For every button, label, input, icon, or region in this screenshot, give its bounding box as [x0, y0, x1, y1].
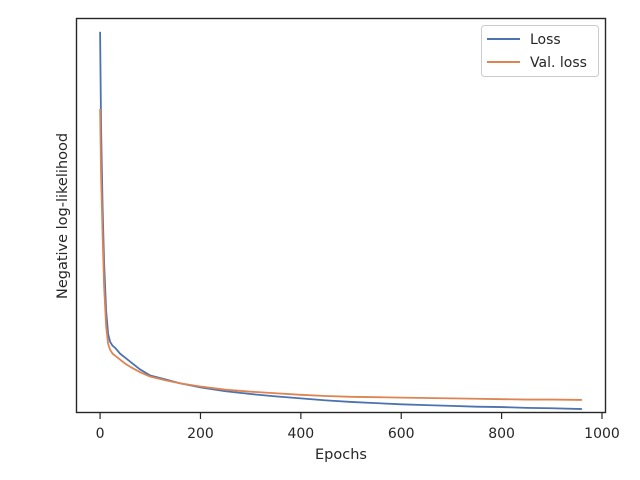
val-loss-series-line [99, 108, 582, 401]
plot-lines [99, 31, 582, 410]
legend: Loss Val. loss [481, 25, 599, 77]
x-tick-label: 1000 [584, 426, 620, 442]
x-tick-label: 600 [388, 426, 415, 442]
legend-val-loss-label: Val. loss [530, 55, 587, 71]
x-tick-label: 400 [287, 426, 314, 442]
x-tick-label: 200 [187, 426, 214, 442]
x-axis-ticks: 0 200 400 600 800 1000 [96, 413, 620, 442]
x-tick-label: 800 [488, 426, 515, 442]
y-axis-label: Negative log-likelihood [55, 133, 71, 299]
axes-frame [75, 17, 607, 414]
legend-loss-label: Loss [530, 32, 561, 48]
x-tick-label: 0 [96, 426, 105, 442]
x-axis-label: Epochs [315, 447, 367, 463]
